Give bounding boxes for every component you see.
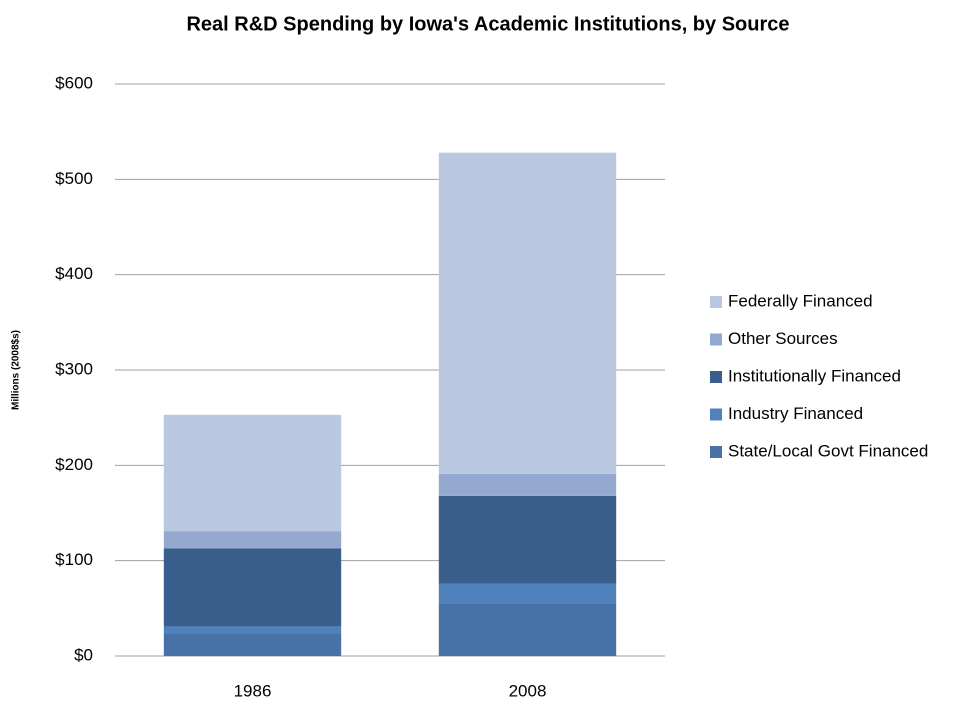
y-tick-label: $200 <box>55 455 93 474</box>
legend-swatch <box>710 371 722 383</box>
bar-segment <box>438 152 617 474</box>
legend-swatch <box>710 446 722 458</box>
y-tick-label: $500 <box>55 169 93 188</box>
y-tick-label: $400 <box>55 264 93 283</box>
legend-label: Federally Financed <box>728 291 873 310</box>
y-tick-label: $300 <box>55 359 93 378</box>
y-tick-label: $600 <box>55 73 93 92</box>
x-tick-label: 2008 <box>509 681 547 700</box>
bar-segment <box>438 495 617 584</box>
legend-label: Institutionally Financed <box>728 366 901 385</box>
bar-segment <box>163 414 342 532</box>
legend-swatch <box>710 333 722 346</box>
legend-swatch <box>710 408 722 421</box>
bar-segment <box>163 548 342 627</box>
legend-label: Other Sources <box>728 329 838 348</box>
legend-swatch <box>710 296 722 308</box>
y-tick-label: $100 <box>55 550 93 569</box>
y-tick-label: $0 <box>74 645 93 664</box>
bar-segment <box>163 626 342 634</box>
y-axis-label: Millions (2008$s) <box>11 330 22 410</box>
x-tick-label: 1986 <box>234 681 272 700</box>
bar-segment <box>438 473 617 496</box>
legend-label: State/Local Govt Financed <box>728 441 928 460</box>
bar-segment <box>163 531 342 549</box>
bar-segment <box>438 583 617 604</box>
bar-segment <box>163 633 342 656</box>
chart-title: Real R&D Spending by Iowa's Academic Ins… <box>186 13 789 35</box>
legend-label: Industry Financed <box>728 404 863 423</box>
bar-segment <box>438 603 617 656</box>
